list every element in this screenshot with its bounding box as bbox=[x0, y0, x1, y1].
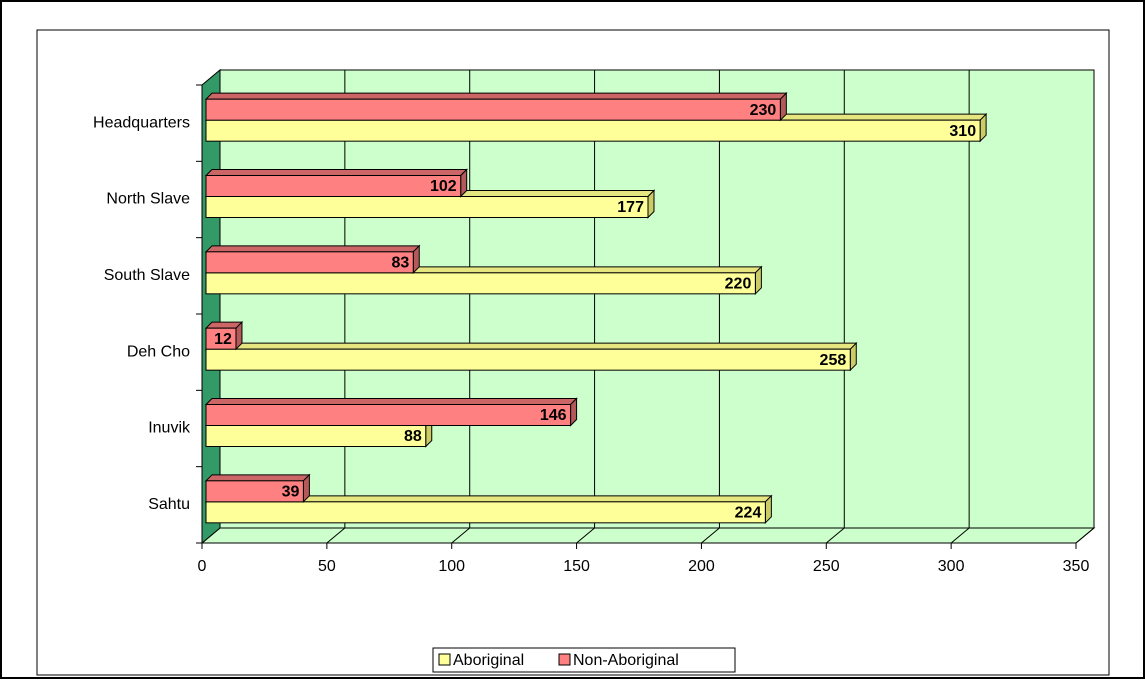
bar bbox=[205, 272, 756, 295]
legend-swatch bbox=[438, 653, 451, 666]
y-tick-label: Headquarters bbox=[93, 114, 190, 131]
grid-line bbox=[950, 527, 970, 544]
grid-line bbox=[701, 527, 720, 544]
bar-top bbox=[204, 92, 788, 100]
y-tick-label: South Slave bbox=[104, 267, 190, 284]
legend bbox=[432, 647, 736, 673]
value-label: 230 bbox=[750, 102, 777, 119]
bar bbox=[205, 501, 766, 524]
x-tick-label: 100 bbox=[438, 558, 465, 575]
bar bbox=[205, 348, 851, 371]
value-label: 88 bbox=[404, 428, 422, 445]
bar-top bbox=[204, 245, 421, 253]
grid-line bbox=[326, 527, 346, 544]
value-label: 177 bbox=[617, 199, 644, 216]
x-tick-label: 50 bbox=[318, 558, 336, 575]
x-tick-label: 250 bbox=[813, 558, 840, 575]
value-label: 258 bbox=[820, 352, 847, 369]
grid-line bbox=[1075, 527, 1095, 544]
bar-top bbox=[204, 169, 468, 176]
bar bbox=[205, 480, 304, 503]
value-label: 310 bbox=[949, 123, 976, 140]
value-label: 39 bbox=[282, 484, 300, 501]
value-label: 146 bbox=[540, 407, 567, 424]
bar-top bbox=[204, 474, 311, 482]
bar bbox=[205, 119, 981, 142]
grid-line bbox=[451, 527, 471, 544]
x-tick-label: 150 bbox=[563, 558, 590, 575]
value-label: 220 bbox=[725, 276, 752, 293]
x-tick-label: 0 bbox=[198, 558, 207, 575]
y-tick-label: North Slave bbox=[106, 191, 190, 208]
value-label: 12 bbox=[214, 331, 232, 348]
bar bbox=[205, 98, 781, 121]
bar bbox=[205, 327, 237, 350]
bar-top bbox=[204, 398, 578, 405]
y-tick-label: Deh Cho bbox=[127, 343, 190, 360]
bar-top bbox=[204, 342, 858, 350]
x-tick-label: 350 bbox=[1063, 558, 1090, 575]
bar bbox=[205, 175, 462, 197]
legend-swatch bbox=[558, 653, 571, 666]
bar bbox=[205, 251, 414, 274]
bar bbox=[205, 196, 649, 218]
y-tick-label: Sahtu bbox=[148, 496, 190, 513]
bar bbox=[205, 425, 427, 447]
y-tick-label: Inuvik bbox=[148, 420, 191, 437]
x-tick-label: 200 bbox=[688, 558, 715, 575]
legend-label: Aboriginal bbox=[453, 652, 524, 669]
legend-label: Non-Aboriginal bbox=[573, 652, 679, 669]
grid-line bbox=[825, 527, 845, 544]
value-label: 224 bbox=[735, 505, 762, 522]
value-label: 102 bbox=[430, 178, 457, 195]
value-label: 83 bbox=[391, 255, 409, 272]
x-tick-label: 300 bbox=[938, 558, 965, 575]
grid-line bbox=[576, 527, 595, 544]
bar bbox=[205, 404, 572, 426]
